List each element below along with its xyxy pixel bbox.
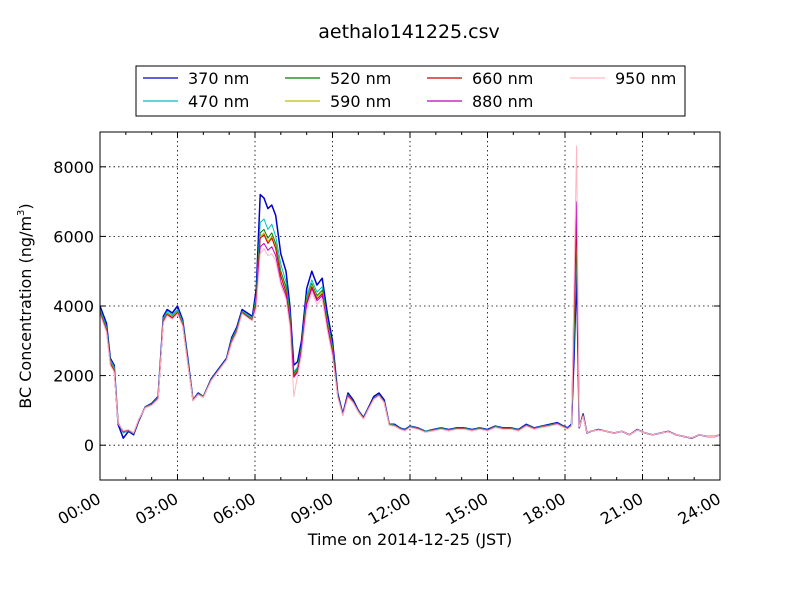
y-tick-label: 4000: [53, 297, 94, 316]
legend-label: 520 nm: [330, 69, 391, 88]
axis-ticks: [99, 132, 721, 480]
y-axis-label-close: ): [16, 203, 35, 209]
legend-frame: [135, 65, 686, 117]
y-tick-label: 6000: [53, 227, 94, 246]
legend-items: 370 nm 470 nm 520 nm 590 nm 660 nm 880 nm 950 …: [143, 69, 676, 111]
plot-area: [99, 131, 721, 481]
y-axis-label-main: BC Concentration (ng/m: [16, 216, 35, 409]
legend-label: 880 nm: [472, 92, 533, 111]
chart-title: aethalo141225.csv: [318, 21, 500, 43]
series-line-950-nm: [100, 145, 720, 439]
legend-label: 660 nm: [472, 69, 533, 88]
y-tick-label: 8000: [53, 158, 94, 177]
x-axis-label: Time on 2014-12-25 (JST): [307, 530, 512, 549]
legend-label: 950 nm: [615, 69, 676, 88]
plot-background: [100, 132, 720, 480]
legend-label: 590 nm: [330, 92, 391, 111]
legend-label: 470 nm: [188, 92, 249, 111]
y-axis-label: BC Concentration (ng/m3): [16, 203, 35, 408]
legend: 370 nm 470 nm 520 nm 590 nm 660 nm 880 nm 950 …: [135, 65, 686, 117]
y-axis-tick-labels: 0 2000 4000 6000 8000: [53, 158, 94, 455]
series-lines: [100, 145, 720, 439]
y-tick-label: 2000: [53, 367, 94, 386]
legend-label: 370 nm: [188, 69, 249, 88]
y-tick-label: 0: [84, 436, 94, 455]
y-axis-label-superscript: 3: [16, 210, 27, 216]
